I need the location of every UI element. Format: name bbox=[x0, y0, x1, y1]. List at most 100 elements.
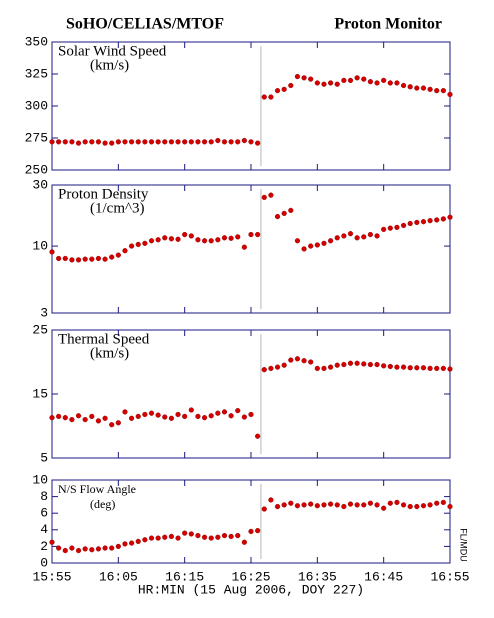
data-point bbox=[321, 502, 327, 508]
data-point bbox=[228, 235, 234, 241]
data-point bbox=[434, 217, 440, 223]
y-tick-label: 6 bbox=[40, 506, 48, 521]
x-axis-label: HR:MIN (15 Aug 2006, DOY 227) bbox=[138, 582, 364, 597]
data-point bbox=[188, 233, 194, 239]
data-point bbox=[414, 503, 420, 510]
data-point bbox=[427, 218, 433, 224]
data-point bbox=[95, 546, 102, 552]
data-point bbox=[122, 409, 128, 415]
data-point bbox=[208, 238, 214, 244]
data-point bbox=[374, 502, 380, 508]
data-point bbox=[314, 80, 320, 86]
side-label: FL/MDU bbox=[459, 528, 469, 562]
data-point bbox=[56, 413, 62, 420]
data-point bbox=[341, 503, 347, 510]
data-point bbox=[75, 140, 82, 146]
data-point bbox=[182, 231, 188, 238]
y-tick-label: 350 bbox=[25, 34, 48, 49]
data-point bbox=[115, 543, 121, 550]
data-point bbox=[308, 243, 314, 249]
data-point bbox=[89, 139, 95, 145]
data-point bbox=[427, 365, 433, 372]
data-point bbox=[341, 361, 347, 368]
data-point bbox=[235, 408, 241, 414]
data-point bbox=[447, 214, 453, 220]
panel-units: (km/s) bbox=[90, 345, 129, 361]
data-point bbox=[400, 364, 407, 370]
data-point bbox=[347, 360, 354, 366]
x-tick-label: 16:45 bbox=[364, 569, 403, 584]
data-point bbox=[155, 237, 161, 243]
data-point bbox=[294, 238, 301, 244]
data-point bbox=[301, 358, 307, 364]
data-point bbox=[387, 500, 393, 506]
data-point bbox=[407, 503, 413, 510]
data-point bbox=[334, 502, 340, 508]
data-point bbox=[148, 535, 155, 541]
data-point bbox=[314, 365, 320, 372]
data-point bbox=[328, 238, 334, 244]
data-point bbox=[129, 540, 135, 546]
data-point bbox=[195, 413, 201, 420]
data-point bbox=[235, 139, 241, 145]
data-point bbox=[109, 254, 115, 260]
data-point bbox=[308, 359, 314, 365]
data-point bbox=[235, 234, 241, 240]
y-tick-label: 325 bbox=[25, 66, 48, 81]
data-point bbox=[62, 547, 68, 554]
data-point bbox=[268, 497, 274, 503]
panel-title: Thermal Speed bbox=[58, 331, 150, 347]
data-point bbox=[228, 139, 234, 145]
data-point bbox=[261, 94, 267, 100]
data-point bbox=[354, 360, 360, 366]
data-point bbox=[89, 413, 95, 420]
data-point bbox=[188, 531, 194, 537]
data-point bbox=[122, 248, 128, 254]
data-point bbox=[347, 231, 354, 237]
data-point bbox=[321, 240, 327, 246]
data-point bbox=[354, 235, 360, 241]
data-point bbox=[82, 256, 88, 262]
data-point bbox=[221, 409, 228, 415]
data-point bbox=[427, 502, 433, 508]
data-point bbox=[248, 411, 254, 418]
data-point bbox=[69, 139, 75, 145]
data-point bbox=[367, 500, 374, 506]
data-point bbox=[381, 363, 387, 369]
data-point bbox=[95, 418, 102, 424]
y-tick-label: 0 bbox=[40, 555, 48, 570]
data-point bbox=[314, 503, 320, 509]
data-point bbox=[115, 420, 121, 426]
data-point bbox=[347, 77, 354, 84]
data-point bbox=[361, 361, 367, 367]
data-point bbox=[221, 139, 228, 145]
data-point bbox=[75, 413, 82, 419]
data-point bbox=[215, 410, 221, 416]
data-point bbox=[155, 535, 161, 541]
data-point bbox=[400, 222, 407, 229]
data-point bbox=[208, 139, 214, 145]
x-tick-label: 16:25 bbox=[231, 569, 270, 584]
x-tick-label: 16:05 bbox=[99, 569, 138, 584]
data-point bbox=[407, 84, 413, 90]
data-point bbox=[69, 417, 75, 423]
data-point bbox=[420, 219, 427, 225]
title-left: SoHO/CELIAS/MTOF bbox=[66, 16, 224, 33]
data-point bbox=[301, 246, 307, 252]
data-point bbox=[122, 139, 128, 145]
data-point bbox=[95, 139, 102, 145]
data-point bbox=[69, 545, 75, 551]
data-point bbox=[75, 257, 82, 263]
data-point bbox=[248, 231, 254, 238]
data-point bbox=[261, 194, 267, 201]
y-tick-label: 275 bbox=[25, 130, 48, 145]
data-point bbox=[208, 413, 214, 419]
data-point bbox=[288, 500, 294, 506]
data-point bbox=[221, 235, 228, 241]
data-point bbox=[241, 539, 247, 545]
data-point bbox=[69, 257, 75, 263]
data-point bbox=[394, 80, 400, 86]
data-point bbox=[129, 139, 135, 145]
data-point bbox=[274, 88, 281, 94]
data-point bbox=[308, 501, 314, 507]
